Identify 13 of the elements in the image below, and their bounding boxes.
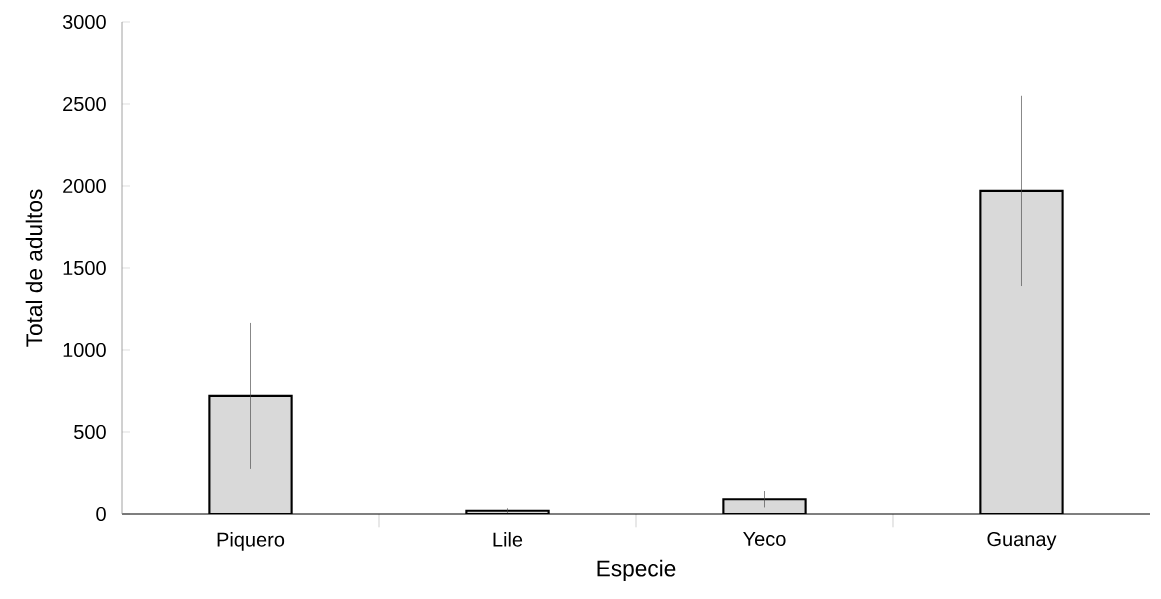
x-tick-label: Guanay	[987, 532, 1057, 551]
x-tick-label: Yeco	[743, 532, 786, 546]
x-axis-title: Especie	[597, 559, 676, 581]
y-tick-label: 0	[96, 506, 106, 522]
y-tick-label: 2500	[63, 96, 106, 112]
x-tick-label: Lile	[493, 532, 523, 547]
y-tick-label: 1500	[63, 260, 106, 276]
y-tick-label: 2000	[63, 178, 106, 194]
y-tick-label: 500	[74, 424, 106, 440]
y-axis-title: Total de adultos	[25, 189, 43, 347]
y-tick-label: 1000	[63, 342, 106, 358]
x-tick-label: Piquero	[217, 532, 285, 551]
y-tick-label: 3000	[62, 14, 106, 30]
